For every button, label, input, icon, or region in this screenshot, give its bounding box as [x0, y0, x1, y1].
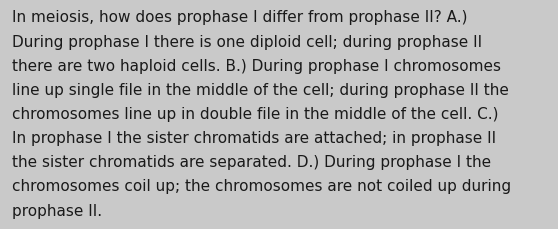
- Text: line up single file in the middle of the cell; during prophase II the: line up single file in the middle of the…: [12, 82, 509, 97]
- Text: chromosomes line up in double file in the middle of the cell. C.): chromosomes line up in double file in th…: [12, 106, 499, 121]
- Text: there are two haploid cells. B.) During prophase I chromosomes: there are two haploid cells. B.) During …: [12, 58, 501, 73]
- Text: prophase II.: prophase II.: [12, 203, 103, 218]
- Text: chromosomes coil up; the chromosomes are not coiled up during: chromosomes coil up; the chromosomes are…: [12, 179, 511, 194]
- Text: the sister chromatids are separated. D.) During prophase I the: the sister chromatids are separated. D.)…: [12, 155, 492, 169]
- Text: In prophase I the sister chromatids are attached; in prophase II: In prophase I the sister chromatids are …: [12, 131, 497, 145]
- Text: During prophase I there is one diploid cell; during prophase II: During prophase I there is one diploid c…: [12, 34, 483, 49]
- Text: In meiosis, how does prophase I differ from prophase II? A.): In meiosis, how does prophase I differ f…: [12, 10, 468, 25]
